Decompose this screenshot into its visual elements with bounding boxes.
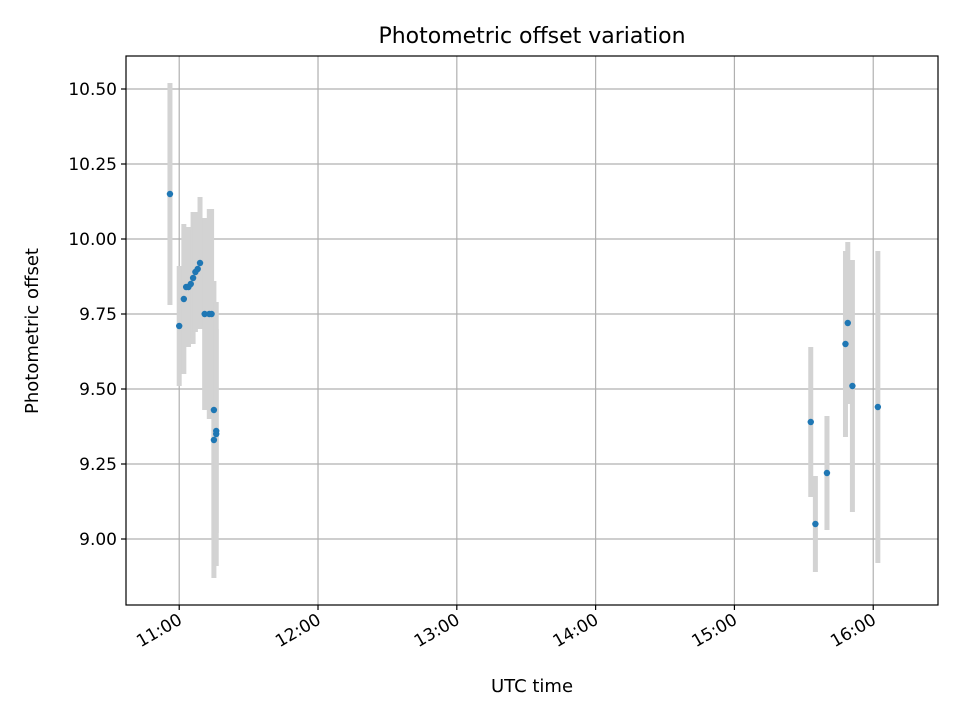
data-point — [189, 274, 197, 282]
x-axis-label: UTC time — [491, 676, 573, 697]
y-tick-label: 9.50 — [79, 380, 117, 400]
y-tick-label: 9.25 — [79, 455, 117, 475]
data-point — [194, 265, 201, 273]
data-point — [210, 406, 218, 414]
y-tick-label: 9.75 — [79, 305, 117, 325]
data-point — [849, 382, 856, 390]
y-tick-label: 10.50 — [68, 80, 117, 100]
plot-frame — [125, 55, 939, 606]
data-point — [187, 280, 194, 288]
data-point — [874, 403, 882, 411]
data-point — [823, 469, 831, 477]
y-tick-label: 9.00 — [79, 530, 117, 550]
data-point — [176, 322, 183, 330]
data-point — [844, 319, 851, 327]
data-point — [201, 310, 208, 318]
data-point — [196, 259, 204, 267]
data-point — [210, 436, 218, 444]
data-point — [842, 340, 849, 348]
grid — [126, 56, 938, 605]
y-axis: 9.00 9.25 9.50 9.75 10.00 10.25 10.50 — [68, 80, 126, 550]
data-point — [180, 295, 188, 303]
data-point — [208, 310, 215, 318]
data-point — [812, 520, 819, 528]
data-point — [166, 190, 174, 198]
data-point — [807, 418, 814, 426]
y-tick-label: 10.25 — [68, 155, 117, 175]
data-point — [213, 427, 220, 435]
y-tick-label: 10.00 — [68, 230, 117, 250]
chart-title: Photometric offset variation — [378, 24, 685, 49]
point-series — [166, 190, 882, 528]
y-axis-label: Photometric offset — [22, 248, 43, 414]
